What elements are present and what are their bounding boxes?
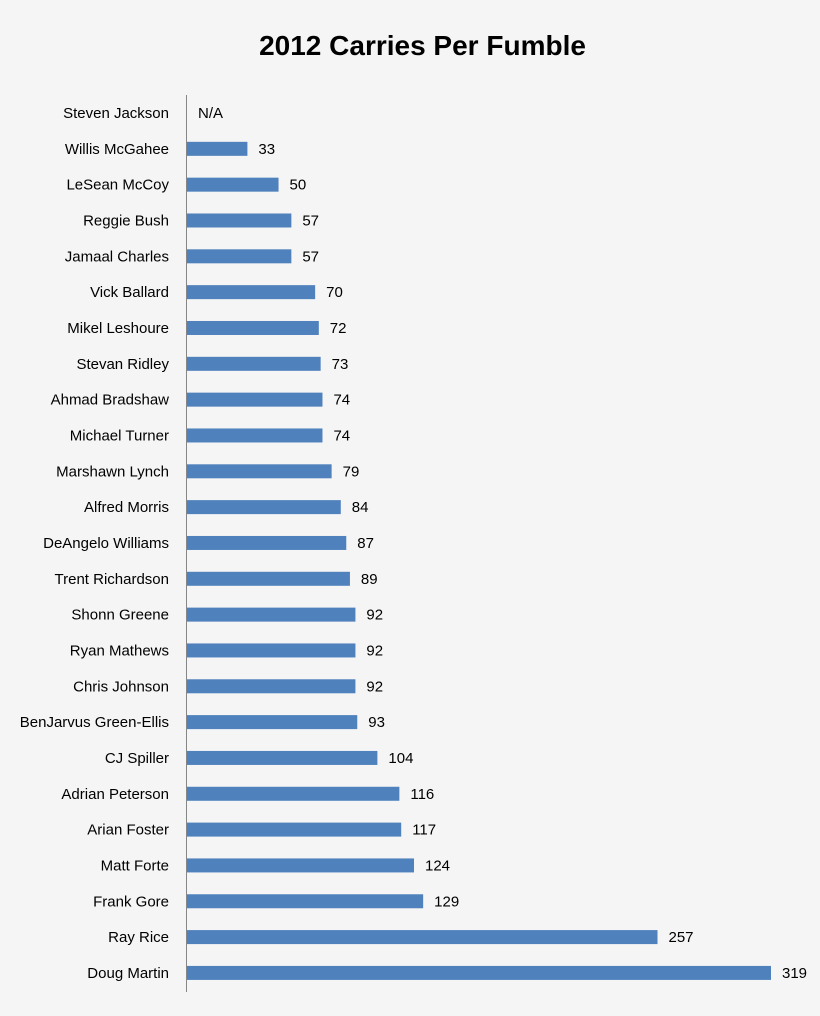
value-label: 104 <box>388 750 413 767</box>
value-label: 92 <box>366 642 383 659</box>
value-label: 84 <box>352 499 369 516</box>
value-label: 93 <box>368 714 385 731</box>
value-label: 74 <box>333 427 350 444</box>
bar <box>187 428 323 443</box>
category-label: Mikel Leshoure <box>67 320 169 337</box>
value-label: 33 <box>258 141 275 158</box>
category-label: Adrian Peterson <box>61 786 169 803</box>
category-label: Reggie Bush <box>83 212 169 229</box>
bar <box>187 786 400 801</box>
category-label: Alfred Morris <box>84 499 169 516</box>
value-label: N/A <box>198 105 223 122</box>
bar <box>187 213 292 228</box>
value-label: 79 <box>343 463 360 480</box>
category-label: Jamaal Charles <box>65 248 169 265</box>
bar <box>187 715 358 730</box>
value-label: 116 <box>410 786 434 803</box>
value-label: 117 <box>412 822 436 839</box>
value-label: 319 <box>782 965 807 982</box>
category-label: Ray Rice <box>108 929 169 946</box>
category-label: Vick Ballard <box>90 284 169 301</box>
category-label: Chris Johnson <box>73 678 169 695</box>
bar <box>187 249 292 264</box>
bar <box>187 285 316 300</box>
value-label: 50 <box>290 177 307 194</box>
category-label: Shonn Greene <box>71 607 169 624</box>
category-label: Willis McGahee <box>65 141 169 158</box>
value-label: 57 <box>302 248 319 265</box>
bar <box>187 392 323 407</box>
value-label: 124 <box>425 857 450 874</box>
value-label: 89 <box>361 571 378 588</box>
category-label: Arian Foster <box>87 822 169 839</box>
bar <box>187 500 341 515</box>
bar <box>187 679 356 694</box>
category-label: CJ Spiller <box>105 750 169 767</box>
chart-title: 2012 Carries Per Fumble <box>259 30 586 61</box>
category-label: DeAngelo Williams <box>43 535 169 552</box>
category-label: Michael Turner <box>70 427 169 444</box>
value-label: 92 <box>366 678 383 695</box>
bar <box>187 858 415 873</box>
category-label: Marshawn Lynch <box>56 463 169 480</box>
value-labels: N/A 33 50 57 57 70 72 73 74 74 79 84 87 89 92 92 92 93 104… <box>198 105 807 982</box>
category-label: Frank Gore <box>93 893 169 910</box>
category-label: Trent Richardson <box>55 571 170 588</box>
category-label: Ahmad Bradshaw <box>51 392 170 409</box>
value-label: 129 <box>434 893 459 910</box>
value-label: 72 <box>330 320 347 337</box>
category-label: Doug Martin <box>87 965 169 982</box>
value-label: 87 <box>357 535 374 552</box>
bar <box>187 571 350 586</box>
bar <box>187 320 319 335</box>
category-label: Ryan Mathews <box>70 642 169 659</box>
bar <box>187 965 771 980</box>
category-labels: Steven Jackson Willis McGahee LeSean McCoy… <box>20 105 170 982</box>
bar <box>187 141 248 156</box>
value-label: 257 <box>668 929 693 946</box>
bar <box>187 177 279 192</box>
bar <box>187 535 347 550</box>
bar <box>187 643 356 658</box>
bar <box>187 607 356 622</box>
bar <box>187 930 658 945</box>
value-label: 70 <box>326 284 343 301</box>
category-label: Steven Jackson <box>63 105 169 122</box>
bar <box>187 464 332 479</box>
value-label: 74 <box>333 392 350 409</box>
category-label: LeSean McCoy <box>66 177 169 194</box>
category-label: BenJarvus Green-Ellis <box>20 714 169 731</box>
bar <box>187 822 402 837</box>
category-label: Matt Forte <box>101 857 169 874</box>
bar <box>187 894 424 909</box>
bar <box>187 750 378 765</box>
value-label: 92 <box>366 607 383 624</box>
value-label: 73 <box>332 356 349 373</box>
bars-group <box>187 141 771 980</box>
value-label: 57 <box>302 212 319 229</box>
category-label: Stevan Ridley <box>76 356 169 373</box>
bar <box>187 356 321 371</box>
